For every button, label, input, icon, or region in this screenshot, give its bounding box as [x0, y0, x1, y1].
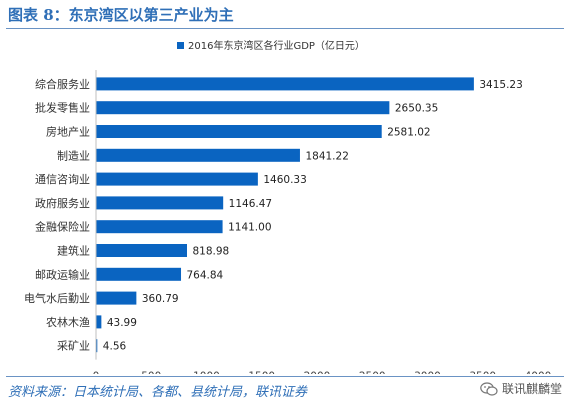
- x-tick-label: 4000: [525, 371, 552, 374]
- category-label: 邮政运输业: [35, 267, 90, 281]
- x-tick-label: 0: [93, 371, 100, 374]
- x-tick-label: 3500: [469, 371, 496, 374]
- chart-title: 图表 8：东京湾区以第三产业为主: [8, 6, 234, 24]
- category-label: 综合服务业: [35, 77, 90, 91]
- category-label: 金融保险业: [35, 220, 90, 234]
- data-label: 3415.23: [479, 79, 522, 91]
- data-label: 764.84: [187, 269, 224, 281]
- title-divider: [6, 28, 564, 29]
- bar: [96, 196, 224, 210]
- data-label: 1146.47: [229, 198, 272, 210]
- category-label: 电气水后勤业: [24, 291, 90, 305]
- x-tick-label: 1000: [193, 371, 220, 374]
- category-label: 建筑业: [57, 244, 90, 258]
- category-label: 批发零售业: [35, 101, 90, 115]
- bar: [96, 148, 300, 162]
- data-label: 43.99: [107, 317, 137, 329]
- x-tick-label: 2500: [359, 371, 386, 374]
- bar: [96, 267, 182, 281]
- category-label: 政府服务业: [35, 196, 90, 210]
- bar: [96, 125, 382, 138]
- category-label: 农林木渔: [46, 315, 90, 329]
- bar: [96, 101, 390, 115]
- bar: [96, 291, 137, 305]
- bar: [96, 220, 223, 234]
- x-tick-label: 3000: [414, 371, 441, 374]
- data-label: 360.79: [142, 293, 179, 305]
- footer-divider: [6, 376, 564, 377]
- bar: [96, 244, 187, 257]
- data-label: 1460.33: [263, 174, 306, 186]
- bar: [96, 339, 98, 353]
- data-label: 4.56: [103, 341, 127, 353]
- category-label: 采矿业: [57, 340, 90, 353]
- bar-chart: 2016年东京湾区各行业GDP（亿日元） 综合服务业 3415.23 批发零售业 265…: [24, 39, 552, 374]
- category-label: 房地产业: [46, 125, 90, 139]
- source-note: 资料来源：日本统计局、各都、县统计局，联讯证券: [8, 385, 308, 400]
- x-tick-label: 2000: [304, 371, 331, 374]
- x-tick-label: 500: [141, 371, 161, 374]
- data-label: 2650.35: [395, 103, 438, 115]
- data-label: 1841.22: [305, 150, 348, 162]
- data-label: 818.98: [192, 246, 229, 258]
- legend-label: 2016年东京湾区各行业GDP（亿日元）: [188, 39, 365, 52]
- category-label: 通信咨询业: [35, 172, 90, 186]
- bar: [96, 315, 102, 329]
- x-tick-label: 1500: [248, 371, 275, 374]
- data-label: 2581.02: [387, 127, 430, 139]
- legend-swatch: [177, 42, 184, 49]
- bar: [96, 77, 474, 91]
- category-label: 制造业: [57, 148, 90, 162]
- watermark-text: 联讯麒麟堂: [501, 382, 562, 396]
- data-label: 1141.00: [228, 222, 271, 234]
- watermark: 联讯麒麟堂: [480, 380, 562, 397]
- wechat-icon: [480, 381, 498, 396]
- bar: [96, 172, 258, 186]
